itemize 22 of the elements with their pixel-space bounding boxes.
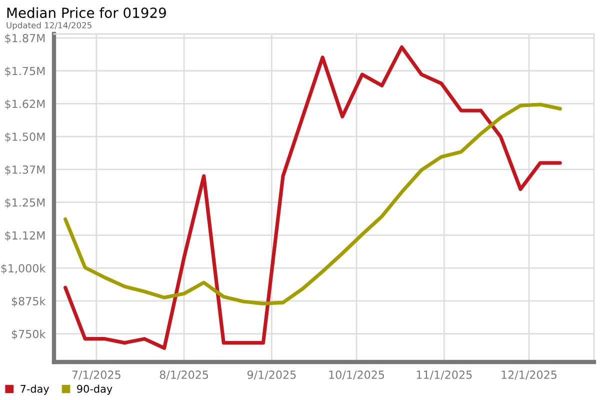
y-tick-label: $1.37M — [5, 165, 45, 176]
chart-title: Median Price for 01929 — [7, 7, 166, 18]
line-series — [64, 102, 562, 306]
x-tick-label: 10/1/2025 — [329, 370, 384, 380]
y-tick-label: $875k — [12, 296, 46, 307]
x-tick-label: 7/1/2025 — [72, 370, 120, 380]
x-tick-label: 8/1/2025 — [160, 370, 208, 380]
y-tick-label: $1.87M — [5, 34, 45, 44]
x-tick-label: 11/1/2025 — [416, 370, 472, 380]
y-tick-label: $1,000k — [1, 264, 46, 274]
x-tick-label: 12/1/2025 — [502, 370, 556, 380]
chart-subtitle: Updated 12/14/2025 — [6, 22, 92, 30]
legend-label: 7-day — [20, 384, 50, 395]
y-tick-label: $1.75M — [5, 66, 45, 77]
legend-label: 90-day — [77, 384, 112, 395]
x-tick-label: 9/1/2025 — [247, 370, 296, 380]
y-tick-label: $1.62M — [5, 99, 45, 110]
line-series — [64, 45, 562, 350]
y-tick-label: $1.25M — [5, 198, 45, 208]
y-tick-label: $1.12M — [5, 231, 45, 242]
y-tick-label: $1.50M — [5, 132, 45, 142]
y-tick-label: $750k — [12, 330, 46, 340]
